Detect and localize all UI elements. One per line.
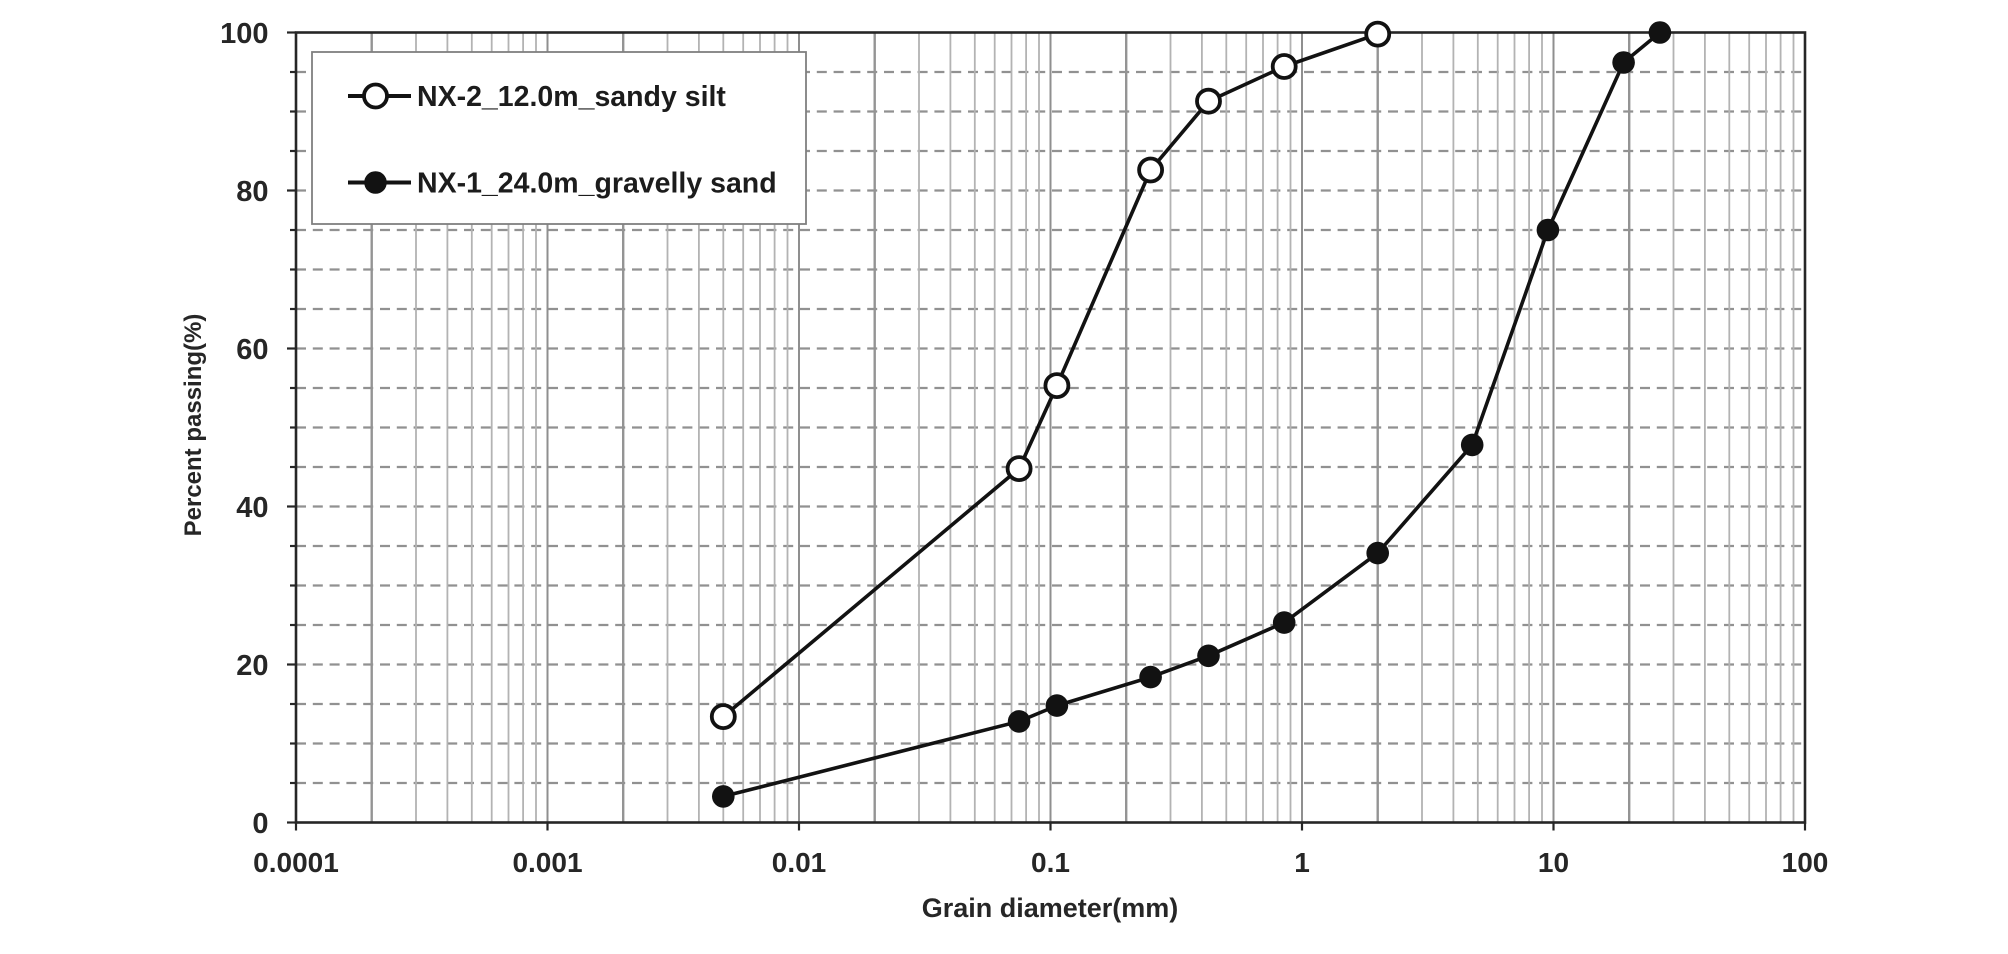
svg-text:1: 1 [1294,847,1310,878]
svg-text:Grain diameter(mm): Grain diameter(mm) [922,893,1179,923]
svg-text:20: 20 [236,650,268,682]
svg-text:0: 0 [252,808,268,840]
svg-text:0.1: 0.1 [1031,847,1070,878]
svg-text:0.01: 0.01 [772,847,827,878]
svg-text:100: 100 [220,18,268,50]
svg-text:100: 100 [1782,847,1829,878]
svg-text:0.001: 0.001 [512,847,582,878]
svg-text:10: 10 [1538,847,1569,878]
svg-text:NX-1_24.0m_gravelly sand: NX-1_24.0m_gravelly sand [417,168,777,200]
svg-text:0.0001: 0.0001 [253,847,339,878]
svg-text:80: 80 [236,176,268,208]
svg-text:NX-2_12.0m_sandy silt: NX-2_12.0m_sandy silt [417,81,726,113]
svg-text:40: 40 [236,492,268,524]
svg-text:Percent passing(%): Percent passing(%) [180,314,207,537]
svg-text:60: 60 [236,334,268,366]
